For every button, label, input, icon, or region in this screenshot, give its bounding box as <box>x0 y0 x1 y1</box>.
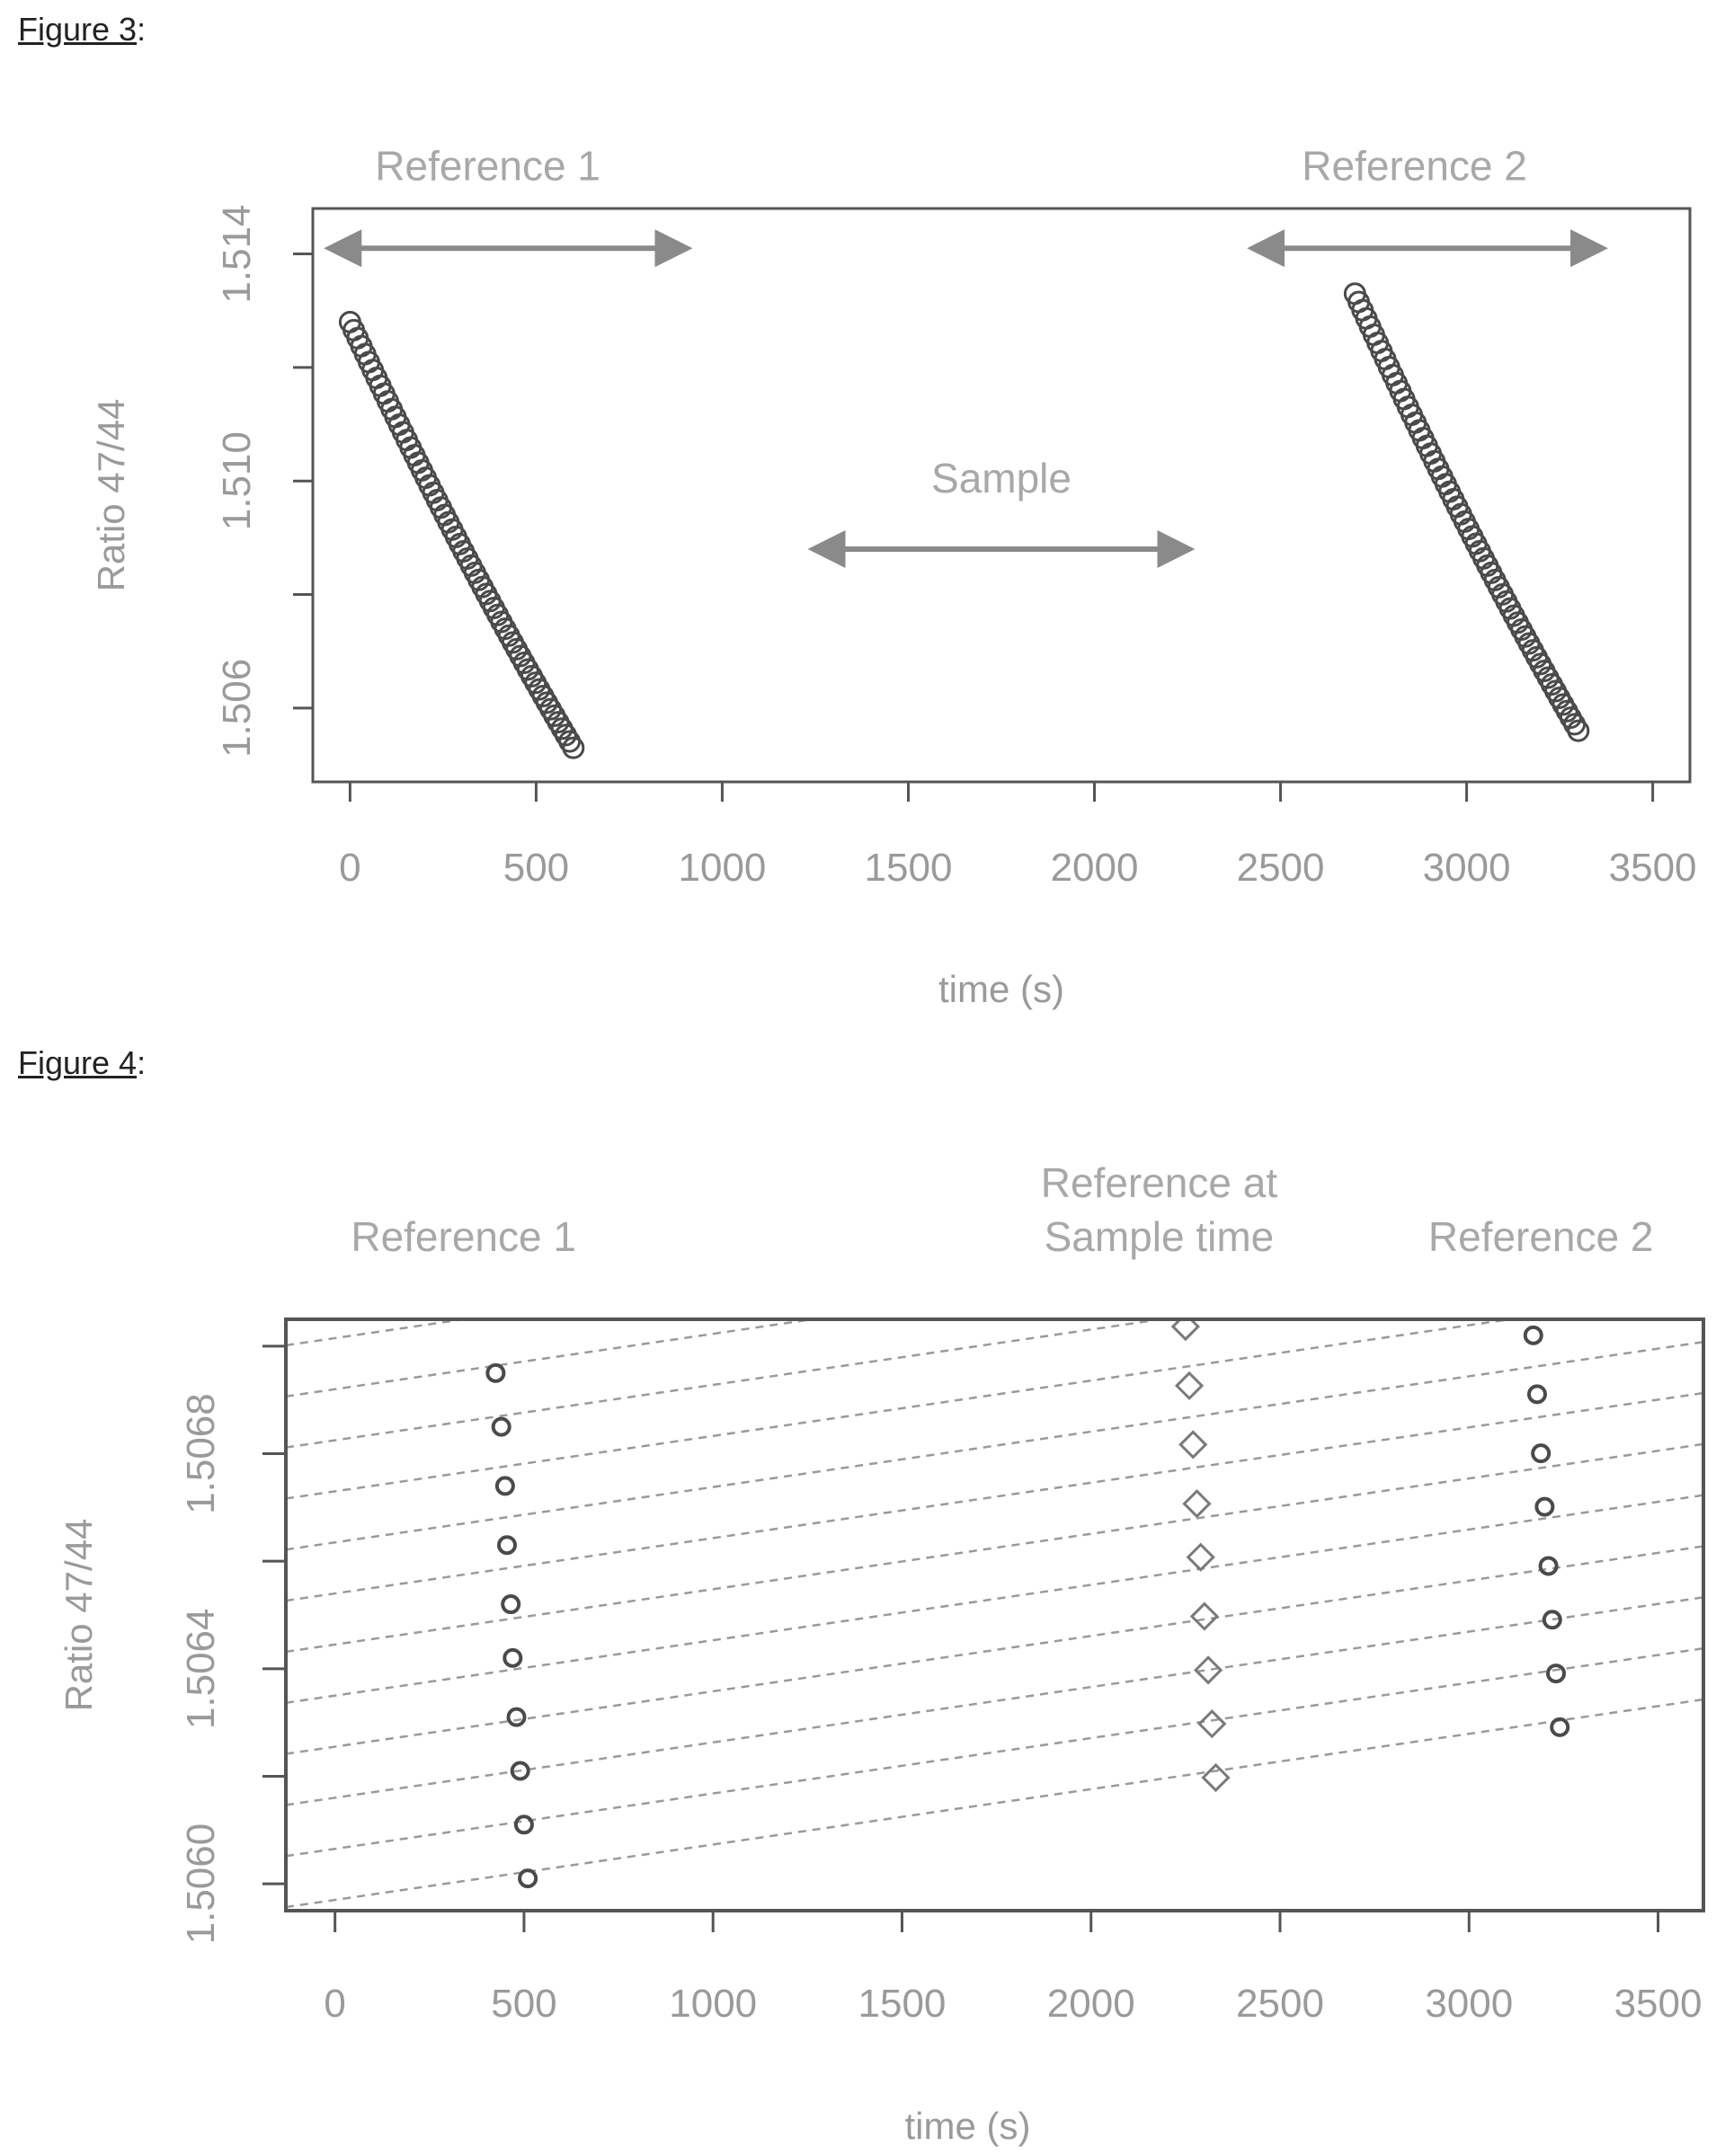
y-tick-label: 1.514 <box>215 204 259 303</box>
x-axis-title: time (s) <box>938 968 1064 1010</box>
x-tick-label: 2000 <box>1051 846 1139 890</box>
reference-1-point <box>506 1707 527 1727</box>
annotation-label: Reference 2 <box>1302 142 1527 189</box>
y-axis-title: Ratio 47/44 <box>58 1519 100 1712</box>
x-tick-label: 2500 <box>1236 1982 1324 2026</box>
trend-line <box>286 1545 1703 1755</box>
trend-line <box>286 1391 1703 1602</box>
annotation-label: Sample time <box>1045 1213 1275 1260</box>
data-point <box>562 736 585 759</box>
reference-2-point <box>1545 1664 1566 1684</box>
sample-time-point <box>1178 1430 1208 1460</box>
series-1 <box>338 310 585 759</box>
annotation-label: Sample <box>931 455 1071 501</box>
x-tick-label: 500 <box>491 1982 556 2026</box>
markers <box>485 1260 1570 1889</box>
x-tick-label: 0 <box>339 846 360 890</box>
y-tick-label: 1.5064 <box>179 1609 223 1730</box>
trend-line <box>286 1494 1703 1704</box>
sample-time-point <box>1174 1371 1205 1401</box>
reference-2-point <box>1531 1443 1552 1464</box>
sample-time-point <box>1193 1655 1223 1685</box>
trend-line <box>286 1646 1703 1858</box>
series-2 <box>1343 282 1590 742</box>
trend-line <box>286 1596 1703 1806</box>
sample-time-point <box>1201 1762 1231 1793</box>
trend-line <box>286 1319 1169 1449</box>
x-tick-label: 2000 <box>1047 1982 1135 2026</box>
figure-4-label: Figure 4: <box>18 1044 147 1081</box>
x-tick-label: 2500 <box>1237 846 1325 890</box>
trend-line <box>286 1340 1703 1551</box>
sample-time-point <box>1169 1260 1195 1285</box>
trend-lines <box>286 1319 1703 1909</box>
trend-line <box>286 1698 1703 1909</box>
x-tick-label: 3500 <box>1609 846 1697 890</box>
x-axis-title: time (s) <box>905 2105 1031 2147</box>
reference-1-point <box>510 1761 530 1781</box>
x-tick-label: 1500 <box>865 846 953 890</box>
reference-2-point <box>1542 1610 1562 1630</box>
annotation-label: Reference 1 <box>351 1213 576 1260</box>
x-tick-label: 3000 <box>1425 1982 1513 2026</box>
x-tick-label: 1000 <box>679 846 767 890</box>
x-tick-label: 0 <box>324 1982 345 2026</box>
trend-line <box>286 1442 1703 1654</box>
sample-time-point <box>1197 1709 1227 1739</box>
sample-time-point <box>1170 1319 1200 1342</box>
reference-2-point <box>1526 1384 1547 1405</box>
figure-4-chart: 0 500 1000 1500 2000 2500 3000 3500 1.5060 1.5064… <box>58 1159 1705 2147</box>
figure-3-chart: 0 500 1000 1500 2000 2500 3000 3500 1.506 1.510 1.… <box>90 142 1697 1010</box>
reference-1-point <box>494 1476 515 1496</box>
y-tick-label: 1.5068 <box>179 1393 223 1514</box>
plot-frame <box>311 207 1692 784</box>
annotation-label: Reference at <box>1041 1159 1278 1206</box>
reference-2-point <box>1550 1717 1570 1737</box>
reference-2-point <box>1534 1496 1555 1517</box>
x-tick-label: 500 <box>503 846 569 890</box>
sample-time-point <box>1186 1542 1215 1572</box>
reference-1-point <box>501 1594 521 1615</box>
reference-1-point <box>502 1647 523 1668</box>
reference-1-point <box>491 1416 511 1437</box>
y-axis-title: Ratio 47/44 <box>90 399 132 592</box>
figure-3-label: Figure 3: <box>18 11 147 48</box>
trend-line <box>286 1319 1517 1500</box>
sample-time-point <box>1182 1489 1212 1519</box>
annotation-label: Reference 1 <box>375 142 600 189</box>
reference-2-point <box>1538 1556 1559 1576</box>
reference-2-point <box>1522 1268 1538 1284</box>
x-tick-label: 3500 <box>1614 1982 1703 2026</box>
reference-1-point <box>485 1362 506 1383</box>
x-tick-label: 3000 <box>1423 846 1511 890</box>
plot-frame <box>284 1318 1705 1912</box>
annotation-label: Reference 2 <box>1428 1213 1654 1260</box>
y-tick-label: 1.506 <box>215 659 259 758</box>
reference-1-point <box>513 1814 534 1835</box>
x-tick-label: 1500 <box>858 1982 947 2026</box>
reference-1-point <box>497 1535 518 1556</box>
sample-time-point <box>1189 1601 1220 1631</box>
data-point <box>1567 719 1590 742</box>
y-tick-label: 1.510 <box>215 431 259 530</box>
reference-1-point <box>518 1868 538 1889</box>
y-tick-label: 1.5060 <box>179 1823 223 1945</box>
x-tick-label: 1000 <box>669 1982 757 2026</box>
reference-2-point <box>1523 1325 1543 1345</box>
